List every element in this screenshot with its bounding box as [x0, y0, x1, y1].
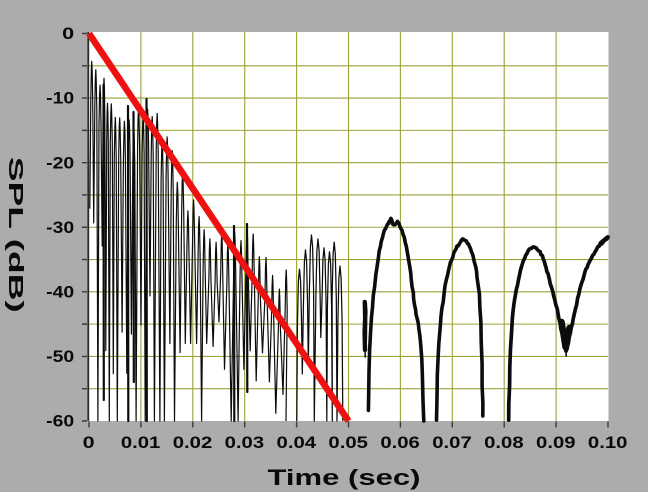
svg-text:0.07: 0.07 [432, 433, 472, 452]
svg-text:-50: -50 [46, 347, 74, 366]
svg-text:0.09: 0.09 [536, 433, 576, 452]
svg-text:Time (sec): Time (sec) [268, 465, 421, 490]
svg-text:-10: -10 [46, 89, 74, 108]
svg-text:SPL (dB): SPL (dB) [4, 157, 26, 313]
svg-text:0.01: 0.01 [121, 433, 161, 452]
svg-text:0.08: 0.08 [484, 433, 524, 452]
svg-text:0: 0 [83, 433, 95, 452]
svg-text:0: 0 [62, 24, 74, 43]
svg-text:-60: -60 [46, 412, 74, 431]
svg-text:-40: -40 [46, 282, 74, 301]
svg-text:0.04: 0.04 [277, 433, 317, 452]
svg-text:-20: -20 [46, 153, 74, 172]
svg-text:0.06: 0.06 [380, 433, 420, 452]
svg-text:0.05: 0.05 [328, 433, 368, 452]
svg-text:-30: -30 [46, 218, 74, 237]
svg-text:0.03: 0.03 [225, 433, 265, 452]
svg-text:0.02: 0.02 [173, 433, 213, 452]
svg-text:0.10: 0.10 [588, 433, 628, 452]
